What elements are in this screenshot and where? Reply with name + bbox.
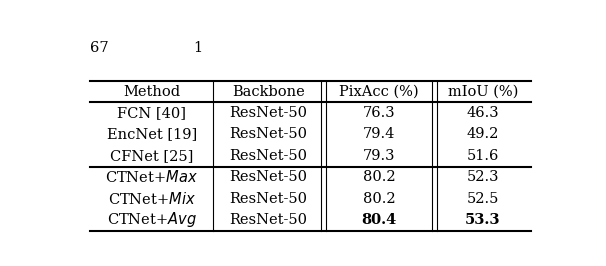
Text: mIoU (%): mIoU (%) <box>448 85 518 99</box>
Text: CTNet+$\mathit{Avg}$: CTNet+$\mathit{Avg}$ <box>107 210 196 229</box>
Text: 51.6: 51.6 <box>467 149 499 163</box>
Text: FCN [40]: FCN [40] <box>117 106 186 120</box>
Text: 52.5: 52.5 <box>467 192 499 206</box>
Text: EncNet [19]: EncNet [19] <box>107 127 197 142</box>
Text: ResNet-50: ResNet-50 <box>230 170 308 184</box>
Text: 46.3: 46.3 <box>467 106 499 120</box>
Text: 49.2: 49.2 <box>467 127 499 142</box>
Text: CTNet+$\mathit{Mix}$: CTNet+$\mathit{Mix}$ <box>108 190 196 207</box>
Text: Backbone: Backbone <box>232 85 305 99</box>
Text: ResNet-50: ResNet-50 <box>230 149 308 163</box>
Text: ResNet-50: ResNet-50 <box>230 192 308 206</box>
Text: 1: 1 <box>193 41 202 55</box>
Text: CTNet+$\mathit{Max}$: CTNet+$\mathit{Max}$ <box>105 169 198 185</box>
Text: 80.2: 80.2 <box>362 192 395 206</box>
Text: 80.4: 80.4 <box>361 213 397 227</box>
Text: 80.2: 80.2 <box>362 170 395 184</box>
Text: 79.3: 79.3 <box>363 149 395 163</box>
Text: Method: Method <box>123 85 180 99</box>
Text: ResNet-50: ResNet-50 <box>230 127 308 142</box>
Text: ResNet-50: ResNet-50 <box>230 106 308 120</box>
Text: 76.3: 76.3 <box>362 106 395 120</box>
Text: CFNet [25]: CFNet [25] <box>110 149 193 163</box>
Text: PixAcc (%): PixAcc (%) <box>339 85 419 99</box>
Text: 79.4: 79.4 <box>363 127 395 142</box>
Text: ResNet-50: ResNet-50 <box>230 213 308 227</box>
Text: 53.3: 53.3 <box>465 213 501 227</box>
Text: 67: 67 <box>90 41 108 55</box>
Text: 52.3: 52.3 <box>467 170 499 184</box>
